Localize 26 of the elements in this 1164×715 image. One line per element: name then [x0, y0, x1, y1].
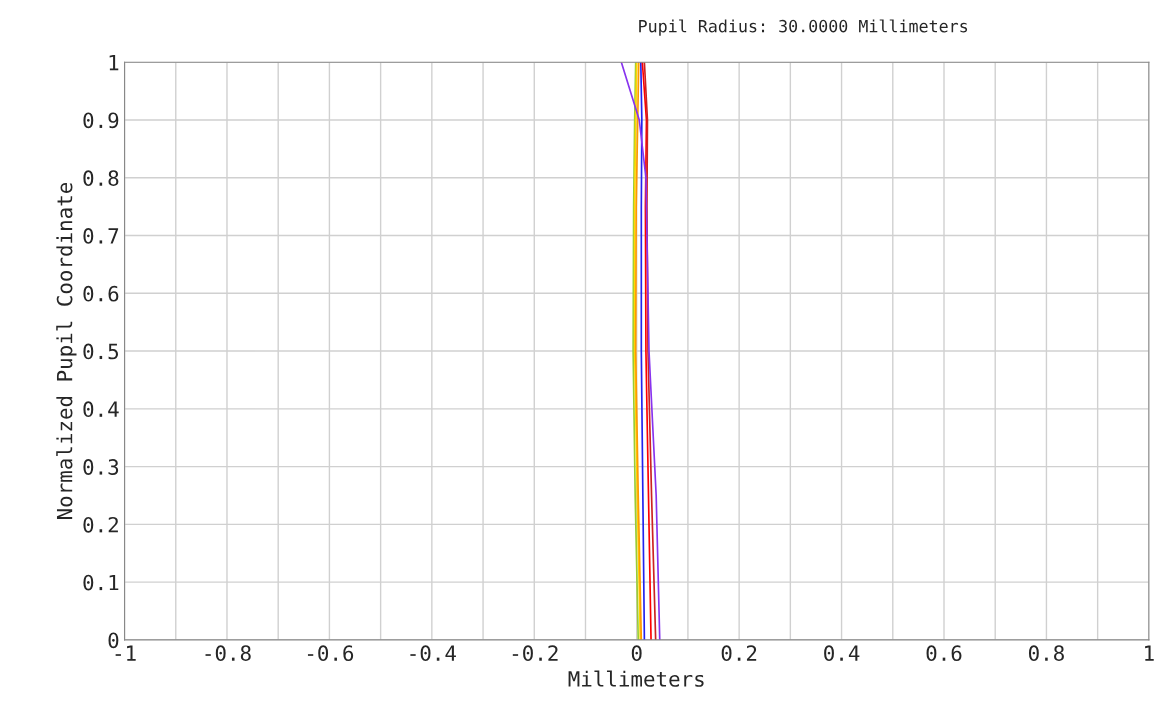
y-tick-label: 0.8: [83, 170, 119, 187]
y-axis-title: Normalized Pupil Coordinate: [56, 182, 77, 519]
y-tick-label: 0.7: [83, 228, 119, 244]
x-tick-label: -0.6: [307, 645, 354, 662]
y-tick-label: 0.3: [83, 459, 119, 475]
chart-title: Pupil Radius: 30.0000 Millimeters: [639, 19, 968, 36]
x-tick-label: -0.8: [205, 645, 251, 662]
y-tick-label: 0.1: [83, 574, 119, 591]
x-tick-label: 0.2: [721, 645, 757, 662]
y-tick-label: 1: [109, 54, 119, 71]
x-tick-label: 0.8: [1028, 645, 1064, 662]
y-tick-label: 0.4: [83, 401, 119, 418]
x-tick-label: -0.2: [512, 645, 558, 662]
line-series: [641, 62, 652, 640]
x-axis-title: Millimeters: [568, 670, 704, 687]
line-series: [620, 62, 661, 640]
x-tick-label: 0: [631, 645, 642, 662]
y-tick-label: 0.5: [83, 343, 119, 360]
y-tick-label: 0.6: [83, 285, 119, 302]
y-tick-label: 0.2: [83, 516, 118, 533]
x-tick-label: -0.4: [410, 645, 456, 662]
x-tick-label: 0.6: [926, 645, 962, 662]
x-tick-label: 1: [1145, 645, 1154, 661]
x-tick-label: 0.4: [824, 645, 860, 662]
y-tick-label: 0.9: [83, 112, 119, 129]
line-series: [639, 62, 646, 640]
